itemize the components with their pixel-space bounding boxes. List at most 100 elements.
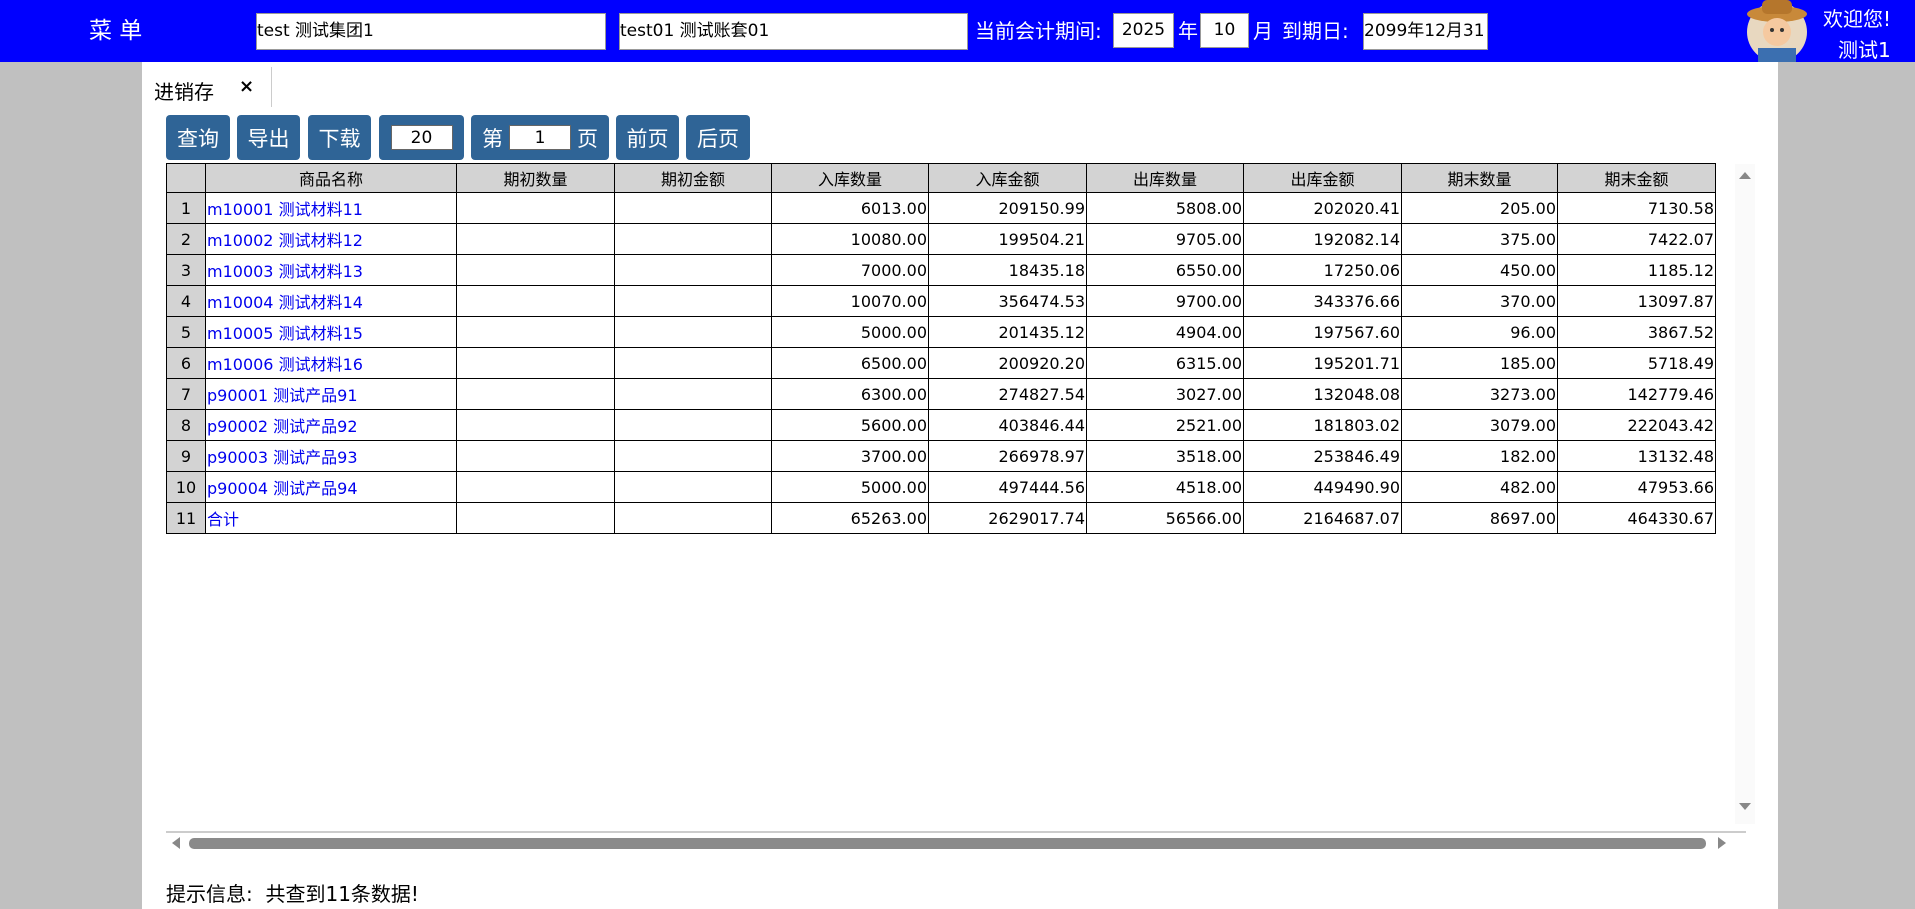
column-header[interactable]: 入库数量 — [771, 163, 929, 193]
cell — [614, 347, 772, 379]
scroll-right-arrow[interactable] — [1718, 837, 1726, 849]
horizontal-scrollbar[interactable] — [166, 830, 1746, 856]
footer-label: 提示信息: — [166, 882, 253, 906]
prev-button[interactable]: 前页 — [616, 115, 679, 160]
export-button[interactable]: 导出 — [237, 115, 300, 160]
cell: 6013.00 — [771, 192, 929, 224]
user-name[interactable]: 测试1 — [1838, 38, 1891, 62]
menu-button[interactable]: 菜 单 — [89, 18, 143, 44]
vertical-scrollbar[interactable] — [1735, 164, 1755, 824]
download-button[interactable]: 下载 — [308, 115, 371, 160]
item-name-link[interactable]: m10006 测试材料16 — [205, 347, 457, 379]
page-prefix: 第 — [482, 126, 503, 151]
cell — [456, 471, 615, 503]
end-date-input[interactable]: 2099年12月31日 — [1363, 13, 1488, 50]
cell: 47953.66 — [1557, 471, 1716, 503]
query-button[interactable]: 查询 — [166, 115, 230, 160]
item-name-link[interactable]: p90003 测试产品93 — [205, 440, 457, 472]
scroll-track — [1735, 164, 1755, 824]
footer-message: 共查到11条数据! — [265, 882, 419, 906]
cell — [456, 347, 615, 379]
cell: 17250.06 — [1243, 254, 1402, 286]
table-row: 7 p90001 测试产品91 6300.00 274827.54 3027.00 132… — [166, 378, 1716, 410]
column-header[interactable]: 期末数量 — [1401, 163, 1558, 193]
cell — [614, 285, 772, 317]
cell: 5000.00 — [771, 316, 929, 348]
cell: 5600.00 — [771, 409, 929, 441]
cell: 274827.54 — [928, 378, 1087, 410]
cell: 356474.53 — [928, 285, 1087, 317]
cell: 5000.00 — [771, 471, 929, 503]
cell: 3700.00 — [771, 440, 929, 472]
cell: 4518.00 — [1086, 471, 1244, 503]
column-header[interactable]: 商品名称 — [205, 163, 457, 193]
year-input[interactable]: 2025 — [1113, 13, 1174, 48]
data-table: 商品名称 期初数量 期初金额 入库数量 入库金额 出库数量 出库金额 期末数量 期末金额 1 m1… — [166, 163, 1716, 534]
welcome-text: 欢迎您! — [1823, 7, 1892, 31]
scroll-thumb[interactable] — [189, 838, 1706, 849]
column-header[interactable]: 入库金额 — [928, 163, 1087, 193]
cell: 201435.12 — [928, 316, 1087, 348]
avatar-eye — [1780, 28, 1784, 32]
scroll-up-arrow[interactable] — [1739, 172, 1751, 179]
page-input[interactable]: 1 — [509, 125, 571, 150]
cell: 222043.42 — [1557, 409, 1716, 441]
month-input[interactable]: 10 — [1200, 13, 1249, 48]
scroll-left-arrow[interactable] — [172, 837, 180, 849]
table-row: 5 m10005 测试材料15 5000.00 201435.12 4904.00 197… — [166, 316, 1716, 348]
item-name-link[interactable]: p90002 测试产品92 — [205, 409, 457, 441]
cell: 9705.00 — [1086, 223, 1244, 255]
item-name-link[interactable]: m10004 测试材料14 — [205, 285, 457, 317]
cell: 13132.48 — [1557, 440, 1716, 472]
row-index: 11 — [166, 502, 206, 534]
cell: 1185.12 — [1557, 254, 1716, 286]
next-button[interactable]: 后页 — [686, 115, 750, 160]
table-row: 6 m10006 测试材料16 6500.00 200920.20 6315.00 195… — [166, 347, 1716, 379]
column-header[interactable]: 期初数量 — [456, 163, 615, 193]
top-bar: 菜 单 test 测试集团1 test01 测试账套01 当前会计期间: 202… — [0, 0, 1915, 62]
cell: 96.00 — [1401, 316, 1558, 348]
tab-title[interactable]: 进销存 — [154, 80, 214, 104]
cell: 56566.00 — [1086, 502, 1244, 534]
table-row: 11 合计 65263.00 2629017.74 56566.00 2164687.07… — [166, 502, 1716, 534]
header-row: 商品名称 期初数量 期初金额 入库数量 入库金额 出库数量 出库金额 期末数量 期末金额 — [166, 163, 1716, 193]
cell: 6315.00 — [1086, 347, 1244, 379]
cell — [614, 440, 772, 472]
cell: 3867.52 — [1557, 316, 1716, 348]
cell: 6300.00 — [771, 378, 929, 410]
avatar-face — [1763, 18, 1791, 46]
year-unit: 年 — [1178, 19, 1198, 43]
column-header[interactable]: 出库金额 — [1243, 163, 1402, 193]
avatar[interactable] — [1744, 0, 1810, 62]
cell: 497444.56 — [928, 471, 1087, 503]
group-select[interactable]: test 测试集团1 — [256, 13, 606, 50]
item-name-link[interactable]: p90001 测试产品91 — [205, 378, 457, 410]
column-header[interactable]: 期初金额 — [614, 163, 772, 193]
cell — [456, 378, 615, 410]
row-index: 9 — [166, 440, 206, 472]
column-header[interactable]: 出库数量 — [1086, 163, 1244, 193]
scroll-down-arrow[interactable] — [1739, 803, 1751, 810]
page-size-input[interactable]: 20 — [390, 125, 453, 150]
item-name-link[interactable]: 合计 — [205, 502, 457, 534]
row-index: 7 — [166, 378, 206, 410]
period-label: 当前会计期间: — [975, 19, 1102, 43]
table-row: 8 p90002 测试产品92 5600.00 403846.44 2521.00 181… — [166, 409, 1716, 441]
row-index: 8 — [166, 409, 206, 441]
cell: 449490.90 — [1243, 471, 1402, 503]
cell: 132048.08 — [1243, 378, 1402, 410]
avatar-body — [1758, 48, 1796, 62]
cell: 8697.00 — [1401, 502, 1558, 534]
account-select[interactable]: test01 测试账套01 — [619, 13, 968, 50]
column-header[interactable]: 期末金额 — [1557, 163, 1716, 193]
item-name-link[interactable]: m10005 测试材料15 — [205, 316, 457, 348]
item-name-link[interactable]: m10001 测试材料11 — [205, 192, 457, 224]
end-date-label: 到期日: — [1282, 19, 1349, 43]
cell: 7130.58 — [1557, 192, 1716, 224]
cell: 9700.00 — [1086, 285, 1244, 317]
item-name-link[interactable]: p90004 测试产品94 — [205, 471, 457, 503]
item-name-link[interactable]: m10003 测试材料13 — [205, 254, 457, 286]
item-name-link[interactable]: m10002 测试材料12 — [205, 223, 457, 255]
table-row: 2 m10002 测试材料12 10080.00 199504.21 9705.00 19… — [166, 223, 1716, 255]
tab-close[interactable]: × — [239, 76, 255, 97]
